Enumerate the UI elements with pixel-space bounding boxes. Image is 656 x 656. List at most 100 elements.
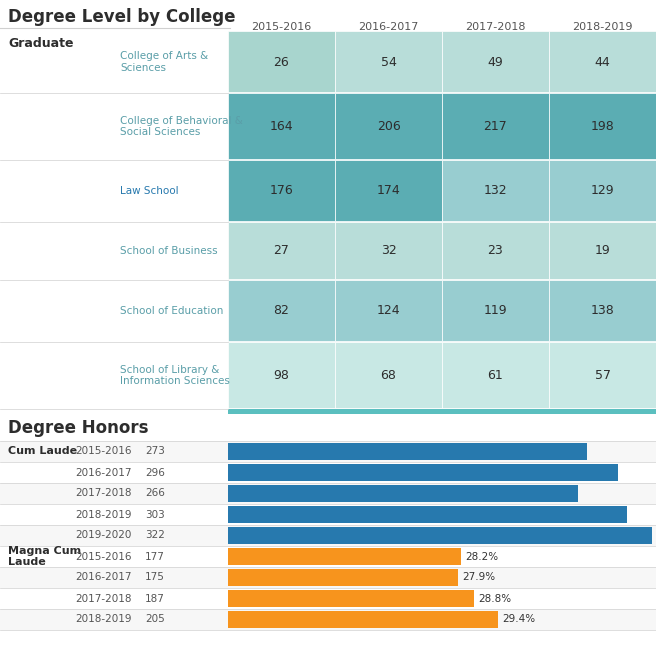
Bar xyxy=(0,525,656,546)
Text: 32: 32 xyxy=(380,245,396,258)
Text: 2015-2016: 2015-2016 xyxy=(251,22,312,32)
Bar xyxy=(0,462,656,483)
Text: 303: 303 xyxy=(145,510,165,520)
Text: Law School: Law School xyxy=(120,186,178,196)
Text: 61: 61 xyxy=(487,369,503,382)
Text: School of Business: School of Business xyxy=(120,246,218,256)
Text: 296: 296 xyxy=(145,468,165,478)
Text: 119: 119 xyxy=(483,304,507,318)
Bar xyxy=(442,342,549,408)
Bar xyxy=(228,506,627,523)
Bar xyxy=(228,464,618,481)
Bar xyxy=(228,443,588,460)
Text: 28.8%: 28.8% xyxy=(478,594,512,604)
Bar xyxy=(335,160,442,221)
Bar xyxy=(228,590,474,607)
Bar xyxy=(228,527,652,544)
Text: 28.2%: 28.2% xyxy=(465,552,498,562)
Text: 322: 322 xyxy=(145,531,165,541)
Bar xyxy=(228,342,335,408)
Text: 132: 132 xyxy=(483,184,507,197)
Text: 164: 164 xyxy=(270,120,293,133)
Text: 2017-2018: 2017-2018 xyxy=(75,489,131,499)
Bar xyxy=(549,93,656,159)
Text: 273: 273 xyxy=(145,447,165,457)
Text: 2018-2019: 2018-2019 xyxy=(75,615,131,625)
Bar xyxy=(228,409,656,414)
Text: 44: 44 xyxy=(594,56,610,68)
Bar xyxy=(0,441,656,462)
Text: College of Behavioral &
Social Sciences: College of Behavioral & Social Sciences xyxy=(120,115,243,137)
Text: 2016-2017: 2016-2017 xyxy=(75,573,131,583)
Bar xyxy=(0,567,656,588)
Bar xyxy=(335,222,442,279)
Text: 2018-2019: 2018-2019 xyxy=(572,22,633,32)
Text: Graduate: Graduate xyxy=(8,37,73,50)
Text: 2019-2020: 2019-2020 xyxy=(75,531,131,541)
Text: College of Arts &
Sciences: College of Arts & Sciences xyxy=(120,51,208,73)
Text: 29.4%: 29.4% xyxy=(502,615,535,625)
Text: 49: 49 xyxy=(487,56,503,68)
Bar xyxy=(228,280,335,341)
Bar xyxy=(228,222,335,279)
Bar xyxy=(228,93,335,159)
Bar xyxy=(335,280,442,341)
Text: 205: 205 xyxy=(145,615,165,625)
Bar xyxy=(442,222,549,279)
Bar xyxy=(549,342,656,408)
Text: School of Library &
Information Sciences: School of Library & Information Sciences xyxy=(120,365,230,386)
Text: 54: 54 xyxy=(380,56,396,68)
Text: 2017-2018: 2017-2018 xyxy=(465,22,525,32)
Text: 27: 27 xyxy=(274,245,289,258)
Text: 177: 177 xyxy=(145,552,165,562)
Text: 19: 19 xyxy=(594,245,610,258)
Bar xyxy=(442,280,549,341)
Text: 124: 124 xyxy=(377,304,400,318)
Bar xyxy=(0,546,656,567)
Text: 174: 174 xyxy=(377,184,400,197)
Text: 2015-2016: 2015-2016 xyxy=(75,447,131,457)
Bar xyxy=(0,588,656,609)
Bar xyxy=(228,548,461,565)
Text: 176: 176 xyxy=(270,184,293,197)
Bar xyxy=(228,160,335,221)
Bar xyxy=(549,31,656,92)
Text: Degree Level by College: Degree Level by College xyxy=(8,8,236,26)
Bar xyxy=(0,483,656,504)
Text: 57: 57 xyxy=(594,369,611,382)
Bar xyxy=(0,609,656,630)
Bar xyxy=(335,93,442,159)
Text: 26: 26 xyxy=(274,56,289,68)
Text: 2018-2019: 2018-2019 xyxy=(75,510,131,520)
Text: 82: 82 xyxy=(274,304,289,318)
Bar xyxy=(228,485,578,502)
Bar xyxy=(335,31,442,92)
Text: 2015-2016: 2015-2016 xyxy=(75,552,131,562)
Text: 2017-2018: 2017-2018 xyxy=(75,594,131,604)
Bar xyxy=(549,280,656,341)
Text: 23: 23 xyxy=(487,245,503,258)
Text: 27.9%: 27.9% xyxy=(462,573,495,583)
Text: 2016-2017: 2016-2017 xyxy=(358,22,419,32)
Bar xyxy=(442,160,549,221)
Text: 175: 175 xyxy=(145,573,165,583)
Text: 68: 68 xyxy=(380,369,396,382)
Text: 217: 217 xyxy=(483,120,507,133)
Text: Magna Cum
Laude: Magna Cum Laude xyxy=(8,546,81,567)
Text: 198: 198 xyxy=(590,120,615,133)
Text: 138: 138 xyxy=(590,304,615,318)
Bar xyxy=(549,222,656,279)
Text: 206: 206 xyxy=(377,120,400,133)
Bar xyxy=(0,504,656,525)
Text: 129: 129 xyxy=(590,184,614,197)
Text: 98: 98 xyxy=(274,369,289,382)
Bar xyxy=(442,93,549,159)
Text: 266: 266 xyxy=(145,489,165,499)
Text: Degree Honors: Degree Honors xyxy=(8,419,148,437)
Bar xyxy=(442,31,549,92)
Bar xyxy=(228,569,459,586)
Bar xyxy=(228,611,498,628)
Bar xyxy=(549,160,656,221)
Text: 187: 187 xyxy=(145,594,165,604)
Bar xyxy=(228,31,335,92)
